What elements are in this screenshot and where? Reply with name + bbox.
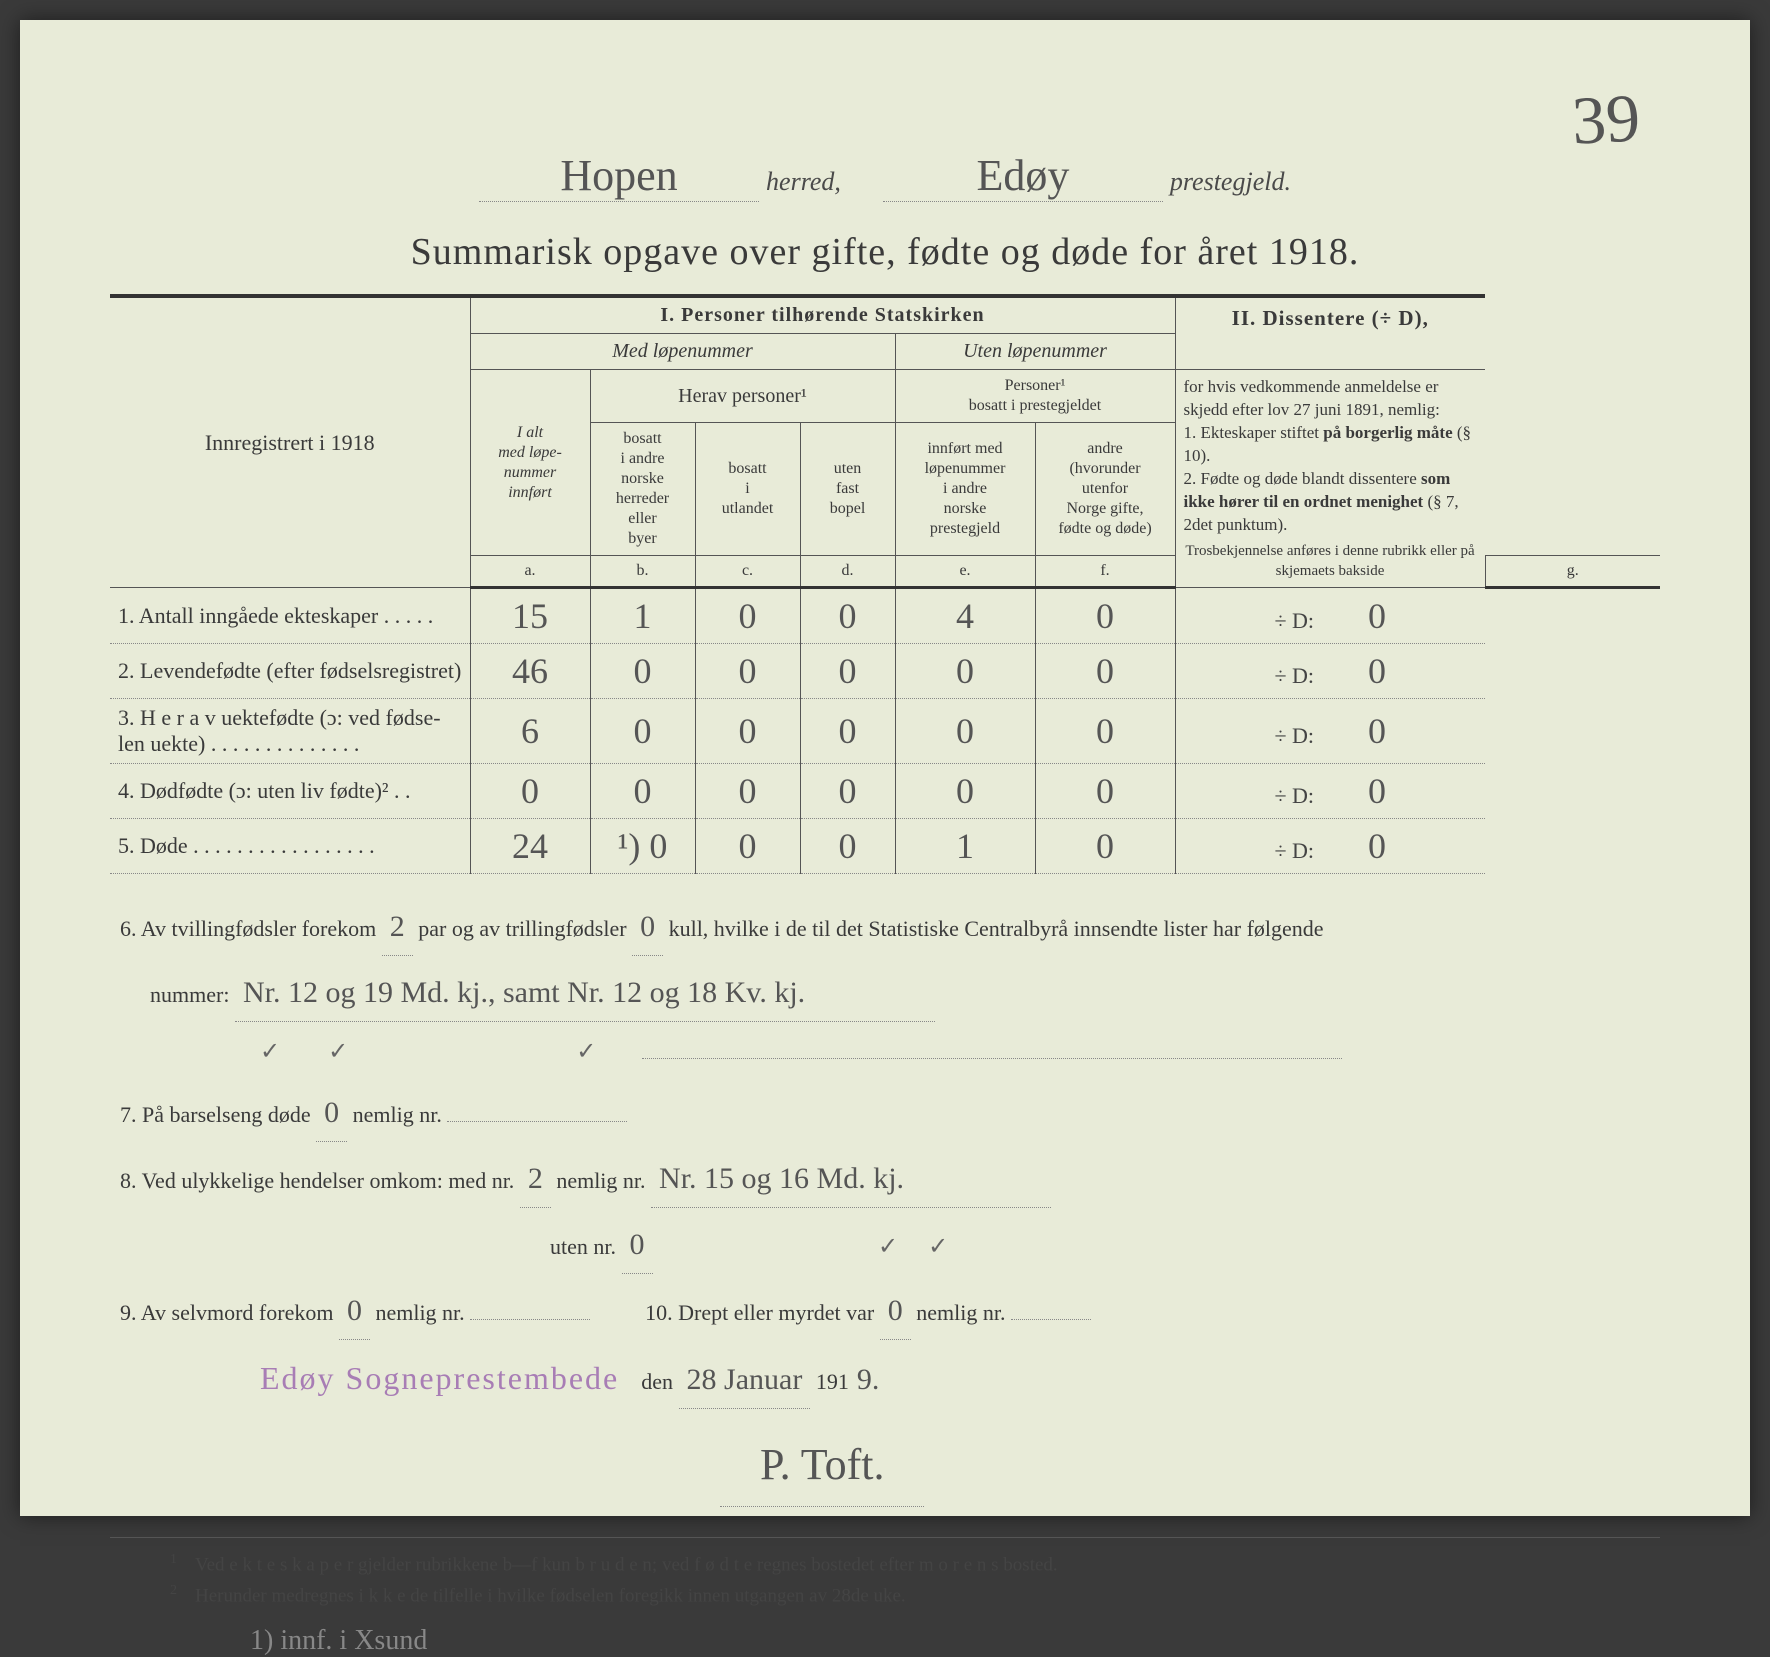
- table-row: 5. Døde . . . . . . . . . . . . . . . . …: [110, 819, 1660, 874]
- stamp: Edøy Sogneprestembede: [260, 1348, 619, 1409]
- row2-a: 46: [470, 644, 590, 699]
- row5-g: ÷ D: 0: [1175, 819, 1485, 874]
- row1-c: 0: [695, 588, 800, 644]
- row5-b: ¹) 0: [590, 819, 695, 874]
- row1-a: 15: [470, 588, 590, 644]
- row2-label: 2. Levendefødte (efter fødselsregistret): [110, 644, 470, 699]
- herred-label: herred,: [766, 167, 841, 196]
- row1-f: 0: [1035, 588, 1175, 644]
- letter-b: b.: [590, 556, 695, 588]
- row5-a: 24: [470, 819, 590, 874]
- table-row: 4. Dødfødte (ɔ: uten liv fødte)² . . 0 0…: [110, 764, 1660, 819]
- row1-b: 1: [590, 588, 695, 644]
- dissenter-text: for hvis vedkommende anmeldelse er skjed…: [1175, 370, 1485, 588]
- row5-c: 0: [695, 819, 800, 874]
- row5-f: 0: [1035, 819, 1175, 874]
- row4-d: 0: [800, 764, 895, 819]
- row5-e: 1: [895, 819, 1035, 874]
- row2-f: 0: [1035, 644, 1175, 699]
- stamp-date-line: Edøy Sogneprestembede den 28 Januar 1919…: [120, 1348, 1650, 1409]
- row2-c: 0: [695, 644, 800, 699]
- row3-label: 3. H e r a v uektefødte (ɔ: ved fødse- l…: [110, 699, 470, 764]
- table-row: 2. Levendefødte (efter fødselsregistret)…: [110, 644, 1660, 699]
- row2-d: 0: [800, 644, 895, 699]
- row1-label: 1. Antall inngåede ekteskaper . . . . .: [110, 588, 470, 644]
- col-e-header: innført med løpenummer i andre norske pr…: [895, 423, 1035, 556]
- row4-b: 0: [590, 764, 695, 819]
- note-6-nums: nummer: Nr. 12 og 19 Md. kj., samt Nr. 1…: [120, 964, 1650, 1022]
- personer-bosatt: Personer¹ bosatt i prestegjeldet: [895, 370, 1175, 423]
- col-b-header: bosatt i andre norske herreder eller bye…: [590, 423, 695, 556]
- letter-f: f.: [1035, 556, 1175, 588]
- row1-e: 4: [895, 588, 1035, 644]
- pencil-note: 1) innf. i Xsund: [250, 1625, 1660, 1657]
- row4-label: 4. Dødfødte (ɔ: uten liv fødte)² . .: [110, 764, 470, 819]
- herred-handwritten: Hopen: [479, 150, 759, 202]
- note-8b: uten nr. 0 ✓ ✓: [120, 1216, 1650, 1274]
- row3-c: 0: [695, 699, 800, 764]
- row2-b: 0: [590, 644, 695, 699]
- note-6: 6. Av tvillingfødsler forekom 2 par og a…: [120, 898, 1650, 956]
- footnote-1: 1Ved e k t e s k a p e r gjelder rubrikk…: [110, 1552, 1660, 1576]
- row2-g: ÷ D: 0: [1175, 644, 1485, 699]
- row5-d: 0: [800, 819, 895, 874]
- signature-line: P. Toft.: [120, 1417, 1650, 1508]
- row3-g: ÷ D: 0: [1175, 699, 1485, 764]
- col-d-header: uten fast bopel: [800, 423, 895, 556]
- row2-e: 0: [895, 644, 1035, 699]
- row4-a: 0: [470, 764, 590, 819]
- med-lopenummer: Med løpenummer: [470, 334, 895, 370]
- row3-e: 0: [895, 699, 1035, 764]
- row1-g: ÷ D: 0: [1175, 588, 1485, 644]
- row3-a: 6: [470, 699, 590, 764]
- note-9-10: 9. Av selvmord forekom 0 nemlig nr. 10. …: [120, 1282, 1650, 1340]
- table-row: 1. Antall inngåede ekteskaper . . . . . …: [110, 588, 1660, 644]
- row5-label: 5. Døde . . . . . . . . . . . . . . . . …: [110, 819, 470, 874]
- note-8: 8. Ved ulykkelige hendelser omkom: med n…: [120, 1150, 1650, 1208]
- row3-d: 0: [800, 699, 895, 764]
- footnotes: 1Ved e k t e s k a p e r gjelder rubrikk…: [110, 1537, 1660, 1607]
- letter-d: d.: [800, 556, 895, 588]
- footnote-2: 2Herunder medregnes i k k e de tilfelle …: [110, 1583, 1660, 1607]
- table-row: 3. H e r a v uektefødte (ɔ: ved fødse- l…: [110, 699, 1660, 764]
- signature: P. Toft.: [720, 1423, 924, 1508]
- row3-b: 0: [590, 699, 695, 764]
- row4-e: 0: [895, 764, 1035, 819]
- prestegjeld-label: prestegjeld.: [1170, 167, 1291, 196]
- row4-g: ÷ D: 0: [1175, 764, 1485, 819]
- section1-header: I. Personer tilhørende Statskirken: [470, 296, 1175, 334]
- letter-g: g.: [1485, 556, 1660, 588]
- prestegjeld-handwritten: Edøy: [883, 150, 1163, 202]
- row4-f: 0: [1035, 764, 1175, 819]
- row1-d: 0: [800, 588, 895, 644]
- main-table: Innregistrert i 1918 I. Personer tilhøre…: [110, 294, 1660, 874]
- note-7: 7. På barselseng døde 0 nemlig nr.: [120, 1084, 1650, 1142]
- letter-e: e.: [895, 556, 1035, 588]
- letter-a: a.: [470, 556, 590, 588]
- col-f-header: andre (hvorunder utenfor Norge gifte, fø…: [1035, 423, 1175, 556]
- document-page: 39 Hopen herred, Edøy prestegjeld. Summa…: [20, 20, 1750, 1516]
- notes-section: 6. Av tvillingfødsler forekom 2 par og a…: [110, 898, 1660, 1507]
- col-c-header: bosatt i utlandet: [695, 423, 800, 556]
- col-innreg: Innregistrert i 1918: [110, 296, 470, 588]
- row4-c: 0: [695, 764, 800, 819]
- page-title: Summarisk opgave over gifte, fødte og dø…: [110, 230, 1660, 274]
- uten-lopenummer: Uten løpenummer: [895, 334, 1175, 370]
- section2-header: II. Dissentere (÷ D),: [1175, 296, 1485, 370]
- header-line: Hopen herred, Edøy prestegjeld.: [110, 150, 1660, 202]
- col-a-header: I alt med løpe- nummer innført: [470, 370, 590, 556]
- row3-f: 0: [1035, 699, 1175, 764]
- page-number: 39: [1570, 78, 1642, 160]
- herav-header: Herav personer¹: [590, 370, 895, 423]
- letter-c: c.: [695, 556, 800, 588]
- note-6-checks: ✓ ✓ ✓: [120, 1030, 1650, 1076]
